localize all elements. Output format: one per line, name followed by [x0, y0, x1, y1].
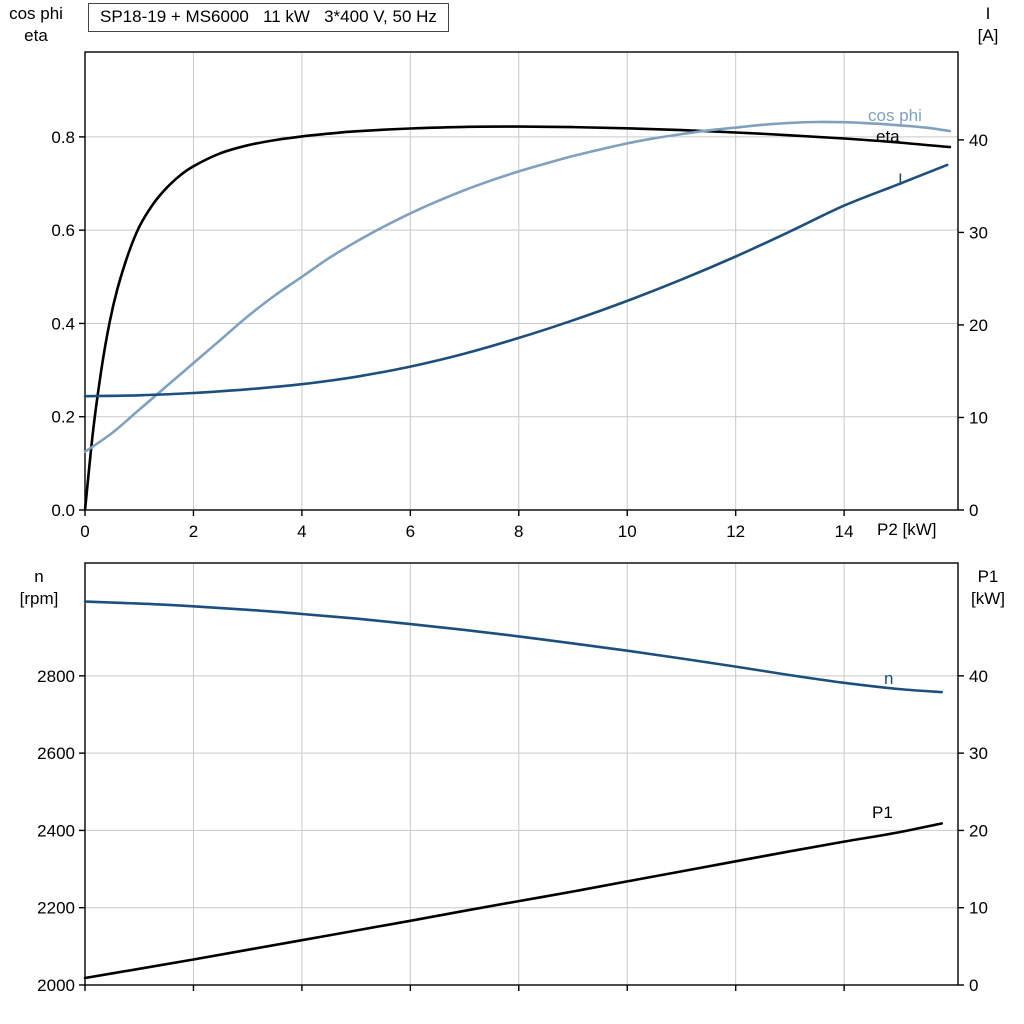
right-tick-label: 10 [969, 899, 988, 918]
chart-0-tick-labels: 0 2 4 6 8 10 12 14 0.0 0.2 0.4 0.6 0.8 0 10 20 30 40 [51, 128, 988, 541]
right-tick-label: 30 [969, 223, 988, 242]
right-tick-label: 40 [969, 131, 988, 150]
right-axis-title-bottom: P1 [kW] [956, 566, 1020, 610]
left-tick-label: 0.6 [51, 221, 75, 240]
left-tick-label: 0.2 [51, 408, 75, 427]
chart-0-frame [84, 51, 959, 511]
x-tick-label: 2 [189, 522, 198, 541]
x-axis-label: P2 [kW] [877, 520, 937, 539]
left-axis-title-line1: cos phi [9, 4, 63, 23]
left-tick-label: 0.8 [51, 128, 75, 147]
left-tick-label: 2200 [37, 899, 75, 918]
left-tick-label: 0.4 [51, 314, 75, 333]
left-axis-title-bottom: n [rpm] [0, 566, 78, 610]
right-tick-label: 20 [969, 316, 988, 335]
i-curve [83, 163, 949, 398]
left-axis-title-top: cos phi eta [0, 3, 72, 47]
x-tick-label: 10 [618, 522, 637, 541]
left-tick-label: 2600 [37, 744, 75, 763]
right-axis-title-line2: [A] [977, 26, 999, 45]
x-tick-label: 14 [835, 522, 854, 541]
right-tick-label: 30 [969, 744, 988, 763]
right-axis-title-line2: [kW] [971, 589, 1005, 608]
chart-1-gridlines [85, 563, 958, 985]
chart-1-tick-labels: 2000 2200 2400 2600 2800 0 10 20 30 40 [37, 667, 988, 995]
cos-phi-curve-label: cos phi [868, 106, 922, 125]
chart-title-box: SP18-19 + MS6000 11 kW 3*400 V, 50 Hz [88, 3, 449, 32]
eta-curve [83, 125, 952, 512]
n-curve [83, 600, 943, 694]
left-tick-label: 0.0 [51, 501, 75, 520]
right-axis-title-top: I [A] [958, 3, 1018, 47]
left-tick-label: 2800 [37, 667, 75, 686]
left-axis-title-line1: n [34, 567, 44, 586]
x-tick-label: 4 [297, 522, 306, 541]
eta-curve-label: eta [876, 127, 900, 146]
right-tick-label: 0 [969, 501, 978, 520]
x-tick-label: 12 [726, 522, 745, 541]
p1-curve-label: P1 [872, 803, 893, 822]
left-tick-label: 2400 [37, 821, 75, 840]
left-tick-label: 2000 [37, 976, 75, 995]
chart-1-ticks [79, 675, 964, 991]
right-tick-label: 40 [969, 667, 988, 686]
current-curve-label: I [898, 170, 903, 189]
right-tick-label: 0 [969, 976, 978, 995]
right-axis-title-line1: I [985, 4, 991, 23]
right-tick-label: 20 [969, 821, 988, 840]
chart-0-series [83, 120, 952, 512]
right-tick-label: 10 [969, 408, 988, 427]
left-axis-title-line2: [rpm] [19, 589, 59, 608]
chart-1-series [83, 600, 943, 980]
cos-phi-curve [83, 120, 952, 453]
right-axis-title-line1: P1 [977, 567, 999, 586]
chart-0-ticks [79, 136, 964, 516]
chart-1-frame [84, 562, 959, 986]
x-tick-label: 6 [406, 522, 415, 541]
x-tick-label: 8 [514, 522, 523, 541]
p1-curve [83, 822, 943, 980]
left-axis-title-line2: eta [24, 26, 48, 45]
x-tick-label: 0 [80, 522, 89, 541]
speed-curve-label: n [884, 669, 894, 688]
